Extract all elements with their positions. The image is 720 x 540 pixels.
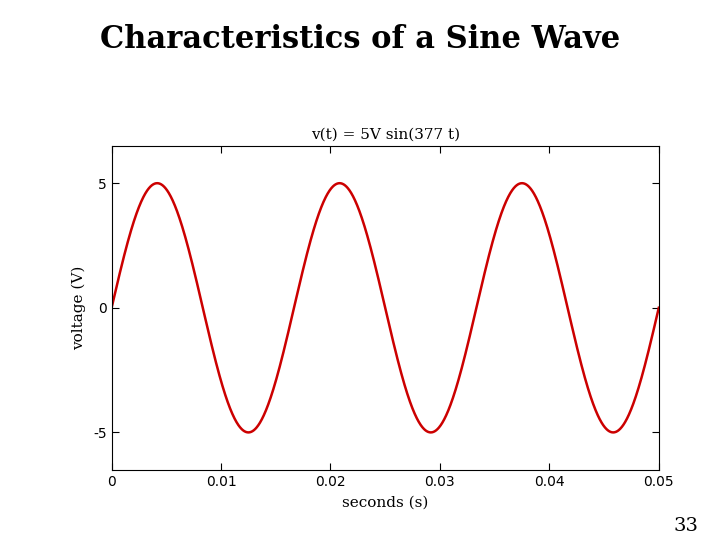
Y-axis label: voltage (V): voltage (V) [72, 266, 86, 350]
X-axis label: seconds (s): seconds (s) [342, 496, 428, 510]
Title: v(t) = 5V sin(377 t): v(t) = 5V sin(377 t) [310, 128, 460, 142]
Text: 33: 33 [673, 517, 698, 535]
Text: Characteristics of a Sine Wave: Characteristics of a Sine Wave [100, 24, 620, 55]
